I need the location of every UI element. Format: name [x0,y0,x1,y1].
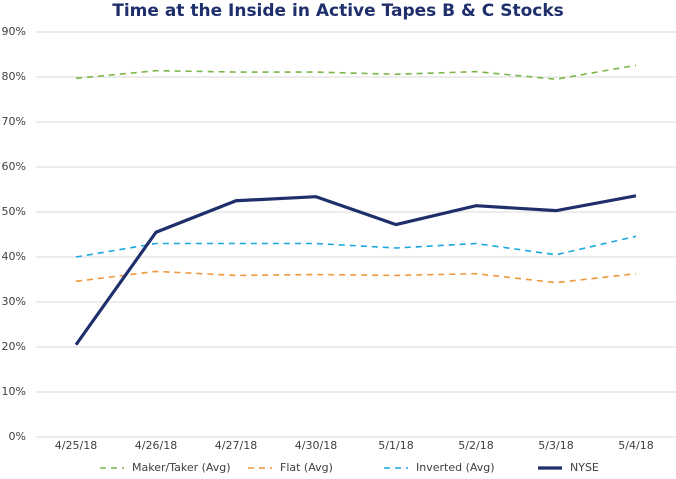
y-tick-label: 70% [2,115,26,128]
x-tick-label: 5/1/18 [378,439,413,452]
x-tick-label: 4/25/18 [55,439,97,452]
legend-label: Flat (Avg) [280,461,333,474]
x-tick-label: 5/4/18 [618,439,653,452]
y-tick-label: 60% [2,160,26,173]
x-tick-label: 4/26/18 [135,439,177,452]
series-line [74,194,637,346]
series-line [75,64,637,81]
y-tick-label: 50% [2,205,26,218]
y-tick-label: 40% [2,250,26,263]
series-line [75,235,637,258]
y-tick-label: 30% [2,295,26,308]
x-tick-label: 4/27/18 [215,439,257,452]
x-tick-label: 5/3/18 [538,439,573,452]
legend-label: Inverted (Avg) [416,461,495,474]
y-tick-label: 10% [2,385,26,398]
chart-title: Time at the Inside in Active Tapes B & C… [112,1,564,21]
legend-label: NYSE [570,461,599,474]
y-tick-label: 80% [2,70,26,83]
y-tick-label: 20% [2,340,26,353]
y-tick-label: 90% [2,25,26,38]
y-tick-label: 0% [9,430,26,443]
series-line [75,270,637,284]
x-tick-label: 4/30/18 [295,439,337,452]
x-tick-label: 5/2/18 [458,439,493,452]
legend-label: Maker/Taker (Avg) [132,461,231,474]
